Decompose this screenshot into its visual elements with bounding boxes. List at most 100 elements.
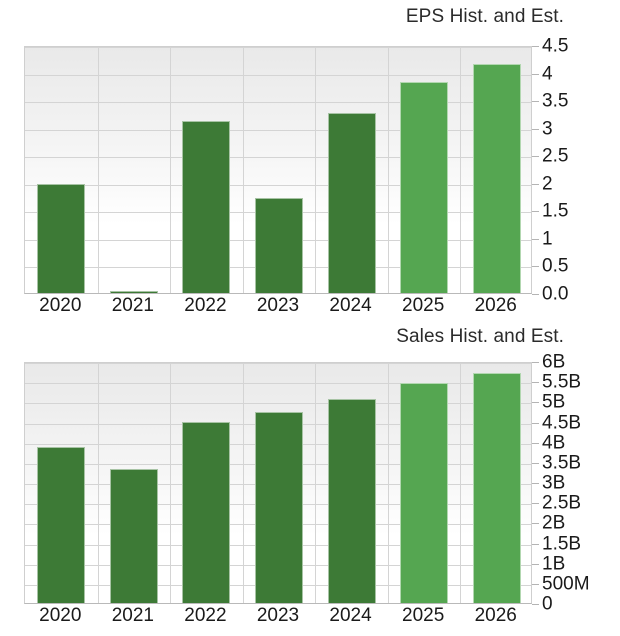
- gridline-vertical: [170, 363, 171, 603]
- eps-plot-area: [24, 46, 532, 294]
- gridline-vertical: [315, 47, 316, 293]
- eps-chart-title: EPS Hist. and Est.: [405, 6, 564, 27]
- y-axis-label: 3: [542, 118, 553, 140]
- y-axis-tickmark: [532, 211, 539, 213]
- y-axis-label: 1: [542, 228, 553, 250]
- gridline-horizontal: [25, 74, 531, 76]
- bar-2025: [400, 383, 449, 603]
- y-axis-label: 1B: [542, 553, 566, 575]
- y-axis-label: 2.5: [542, 145, 569, 167]
- x-axis-label-2020: 2020: [39, 295, 82, 316]
- y-axis-label: 1.5B: [542, 533, 582, 554]
- x-axis-label-2025: 2025: [402, 295, 445, 316]
- bar-2023: [255, 198, 303, 293]
- y-axis-tickmark: [532, 238, 539, 240]
- bar-2020: [37, 184, 86, 293]
- x-axis-label-2024: 2024: [329, 605, 372, 626]
- bar-2024: [327, 398, 376, 603]
- gridline-vertical: [98, 363, 99, 603]
- y-axis-tickmark: [532, 382, 539, 384]
- x-axis-label-2026: 2026: [474, 295, 517, 316]
- y-axis-label: 5.5B: [542, 371, 582, 393]
- y-axis-tickmark: [532, 402, 539, 404]
- x-axis-label-2020: 2020: [39, 605, 82, 626]
- y-axis-tickmark: [532, 128, 539, 130]
- gridline-horizontal: [25, 129, 531, 131]
- y-axis-tickmark: [532, 543, 539, 545]
- bar-2026: [472, 373, 521, 603]
- sales-chart-panel: Sales Hist. and Est. 0 500M 1B 1.5B 2B 2.5B 3B…: [0, 320, 620, 636]
- bar-2021: [109, 468, 158, 603]
- y-axis-tickmark: [532, 483, 539, 484]
- y-axis-tickmark: [532, 442, 539, 444]
- bar-2021: [109, 291, 158, 293]
- x-axis-label-2024: 2024: [329, 295, 372, 316]
- x-axis-label-2026: 2026: [474, 605, 517, 626]
- x-axis-label-2023: 2023: [256, 295, 300, 316]
- y-axis-label: 3B: [542, 472, 566, 494]
- gridline-horizontal: [25, 157, 531, 159]
- gridline-horizontal: [25, 47, 531, 48]
- x-axis-label-2022: 2022: [184, 605, 227, 626]
- y-axis-label: 0.5: [542, 255, 569, 277]
- y-axis-tickmark: [532, 422, 539, 424]
- sales-bar-group: [25, 363, 531, 603]
- bar-2020: [37, 446, 86, 603]
- gridline-vertical: [460, 47, 461, 293]
- x-axis-label-2022: 2022: [184, 295, 227, 316]
- gridline-vertical: [388, 363, 389, 603]
- y-axis-label: 4.5: [542, 35, 569, 57]
- gridline-vertical: [388, 47, 389, 293]
- bar-2022: [182, 422, 231, 603]
- y-axis-label: 2.5B: [542, 492, 582, 514]
- y-axis-tickmark: [532, 523, 539, 525]
- bar-2025: [400, 82, 449, 293]
- y-axis-tickmark: [532, 604, 539, 605]
- y-axis-tickmark: [532, 563, 539, 565]
- y-axis-label: 0: [542, 593, 553, 615]
- eps-chart-panel: EPS Hist. and Est. 0.0 0.5 1 1.5 2 2.5 3 3.5 4 4.…: [24, 6, 569, 316]
- y-axis-tickmark: [532, 362, 539, 363]
- y-axis-label: 4B: [542, 432, 566, 454]
- y-axis-label: 0.0: [542, 283, 569, 305]
- x-axis-label-2023: 2023: [256, 605, 300, 626]
- y-axis-label: 4: [542, 63, 553, 85]
- bar-2026: [472, 64, 521, 293]
- gridline-vertical: [315, 363, 316, 603]
- gridline-vertical: [170, 47, 171, 293]
- y-axis-label: 3.5: [542, 90, 569, 112]
- x-axis-label-2025: 2025: [402, 605, 445, 626]
- bar-2024: [327, 113, 376, 293]
- gridline-horizontal: [25, 184, 531, 186]
- y-axis-tickmark: [532, 266, 539, 268]
- y-axis-tickmark: [532, 294, 539, 295]
- gridline-vertical: [243, 363, 244, 603]
- y-axis-tickmark: [532, 583, 539, 585]
- y-axis-label: 2: [542, 173, 553, 195]
- y-axis-tickmark: [532, 503, 539, 505]
- sales-plot-area: [24, 362, 532, 604]
- y-axis-tickmark: [532, 73, 539, 75]
- y-axis-label: 1.5: [542, 200, 569, 222]
- gridline-vertical: [460, 363, 461, 603]
- y-axis-label: 6B: [542, 351, 566, 373]
- y-axis-label: 2B: [542, 512, 566, 534]
- gridline-vertical: [243, 47, 244, 293]
- x-axis-label-2021: 2021: [111, 605, 154, 626]
- bar-2022: [182, 120, 231, 293]
- bar-2023: [255, 412, 303, 603]
- gridline-horizontal: [25, 102, 531, 104]
- y-axis-label: 4.5B: [542, 412, 582, 433]
- eps-bar-group: [25, 47, 531, 293]
- gridline-horizontal: [25, 363, 531, 364]
- y-axis-tickmark: [532, 156, 539, 158]
- y-axis-label: 500M: [542, 573, 590, 595]
- y-axis-tickmark: [532, 46, 539, 47]
- x-axis-label-2021: 2021: [111, 295, 154, 316]
- y-axis-tickmark: [532, 183, 539, 185]
- sales-chart-title: Sales Hist. and Est.: [396, 326, 564, 347]
- gridline-vertical: [98, 47, 99, 293]
- y-axis-label: 3.5B: [542, 452, 582, 474]
- gridline-horizontal: [25, 383, 531, 385]
